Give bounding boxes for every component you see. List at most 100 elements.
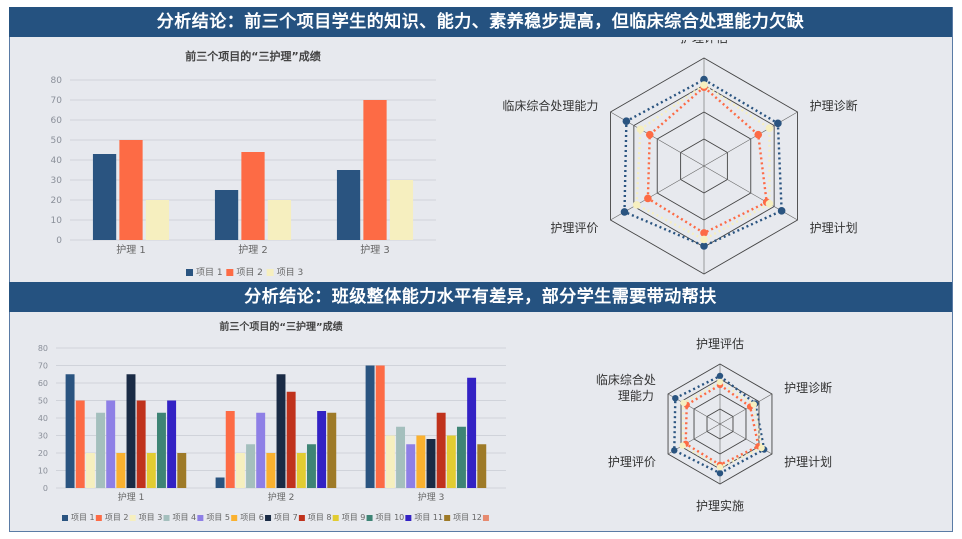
bar <box>225 411 235 488</box>
bar <box>456 426 466 488</box>
radar-point <box>700 242 708 250</box>
legend-swatch <box>129 515 136 521</box>
legend-label: 项目 1 <box>71 513 95 522</box>
legend-swatch <box>95 515 102 521</box>
bar <box>327 412 337 488</box>
bar-chart-bottom: 前三个项目的“三护理”成绩 0 10 20 30 40 50 60 70 80 护理 1 护理 2 护理… <box>38 320 506 522</box>
legend-swatch <box>482 515 489 521</box>
radar-point <box>632 201 641 209</box>
legend-label: 项目 3 <box>139 513 163 522</box>
bar <box>167 400 177 488</box>
bar <box>396 426 406 488</box>
radar-point <box>622 117 631 125</box>
radar-point <box>700 75 708 84</box>
radar-axis-label: 护理评价 <box>550 221 598 235</box>
radar-axis-label-cont: 理能力 <box>618 389 654 403</box>
y-tick-label: 10 <box>51 216 63 226</box>
radar-point <box>672 395 679 402</box>
radar-point <box>636 125 645 134</box>
legend-swatch <box>226 269 234 276</box>
legend-label: 项目 1 <box>196 267 223 278</box>
bar <box>276 374 286 488</box>
bar <box>65 374 75 488</box>
legend-swatch <box>266 269 274 276</box>
x-tick-label: 护理 3 <box>360 243 390 256</box>
radar-point <box>700 81 708 89</box>
radar-point <box>680 399 687 407</box>
y-tick-label: 10 <box>38 467 48 476</box>
legend-label: 项目 4 <box>173 513 197 522</box>
radar-point <box>716 378 724 386</box>
radar-point <box>774 119 782 128</box>
bar <box>267 200 292 240</box>
y-tick-label: 50 <box>38 397 48 406</box>
radar-spoke <box>703 111 798 167</box>
y-tick-label: 60 <box>38 379 48 388</box>
legend-label: 项目 8 <box>308 513 332 522</box>
legend-swatch <box>62 515 68 521</box>
radar-axis-label: 临床综合处理能力 <box>502 98 598 113</box>
radar-axis-label: 护理计划 <box>784 455 832 469</box>
legend-label: 项目 12 <box>453 513 482 522</box>
y-tick-label: 40 <box>51 156 63 166</box>
bar <box>177 453 187 488</box>
x-tick-label: 护理 1 <box>116 243 146 256</box>
bar <box>145 200 170 240</box>
radar-point <box>758 444 765 452</box>
legend-swatch <box>163 515 170 521</box>
legend-swatch <box>265 515 272 521</box>
bar <box>306 444 316 488</box>
legend-label: 项目 11 <box>414 513 443 522</box>
radar-point <box>645 130 654 139</box>
bar-chart-top: 前三个项目的“三护理”成绩 0 10 20 30 40 50 60 70 80 护理 1 护理 2 护理… <box>51 49 436 278</box>
y-tick-label: 40 <box>38 414 48 423</box>
y-tick-label: 70 <box>51 96 63 106</box>
legend-label: 项目 7 <box>274 513 298 522</box>
bar <box>96 412 106 488</box>
section-banner-2: 分析结论：班级整体能力水平有差异，部分学生需要带动帮扶 <box>9 282 952 312</box>
x-tick-label: 护理 2 <box>268 491 295 503</box>
legend-label: 项目 10 <box>376 513 405 522</box>
legend-label: 项目 2 <box>105 513 129 522</box>
legend-label: 项目 6 <box>240 513 264 522</box>
x-tick-label: 护理 2 <box>238 243 268 256</box>
radar-axis-label: 临床综合处 <box>596 372 656 387</box>
x-tick-label: 护理 3 <box>418 491 445 503</box>
radar-point <box>777 207 786 215</box>
bar <box>215 477 225 488</box>
bar <box>214 190 239 240</box>
legend-swatch <box>231 515 238 521</box>
legend-label: 项目 2 <box>236 267 263 278</box>
y-tick-label: 20 <box>51 196 63 206</box>
bar <box>119 140 143 240</box>
radar-point <box>700 235 708 244</box>
radar-axis-label: 护理计划 <box>810 221 858 235</box>
radar-point <box>754 130 763 139</box>
bar <box>385 435 395 488</box>
bar <box>116 453 126 488</box>
radar-axis-label: 护理评估 <box>696 337 744 351</box>
radar-point <box>750 401 757 408</box>
radar-series-line <box>646 85 768 235</box>
legend-label: 项目 3 <box>277 267 304 278</box>
bar <box>241 152 265 240</box>
radar-point <box>765 200 774 208</box>
radar-point <box>700 229 708 237</box>
bar <box>467 377 477 488</box>
y-tick-label: 30 <box>51 176 63 186</box>
y-tick-label: 80 <box>38 344 48 353</box>
radar-point <box>716 464 724 471</box>
bar <box>446 435 456 488</box>
y-tick-label: 20 <box>38 449 48 458</box>
y-tick-label: 50 <box>51 136 63 146</box>
y-tick-label: 0 <box>56 236 62 246</box>
bar <box>256 412 266 488</box>
radar-point <box>620 208 629 216</box>
bar <box>363 100 387 240</box>
legend-swatch <box>405 515 412 521</box>
radar-point <box>716 470 724 477</box>
bar <box>75 400 85 488</box>
radar-point <box>644 194 652 203</box>
